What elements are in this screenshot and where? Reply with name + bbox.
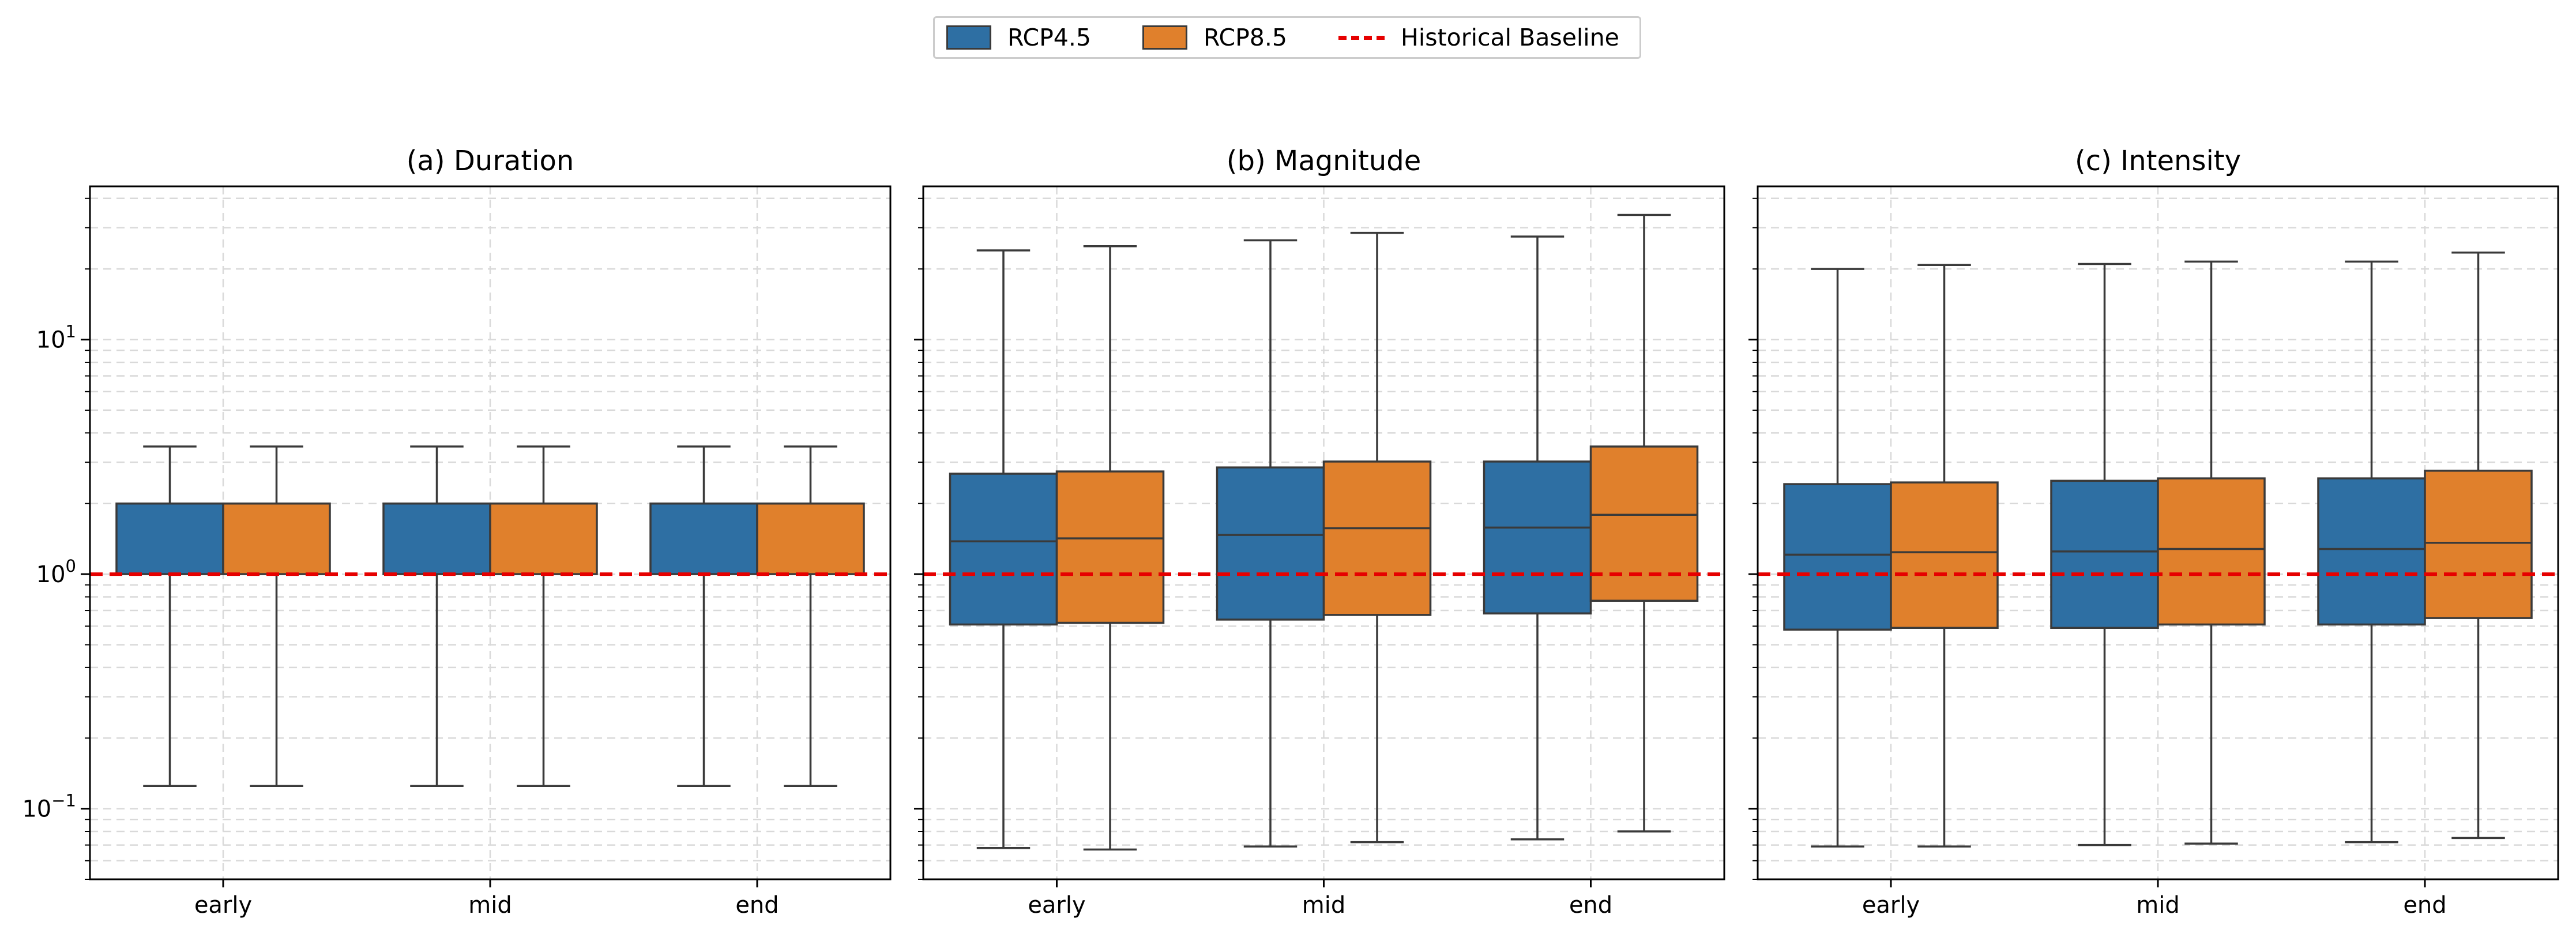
y-tick-label: 100 bbox=[36, 556, 76, 588]
legend-item-rcp85: RCP8.5 bbox=[1142, 18, 1287, 57]
box-body bbox=[649, 502, 758, 575]
box-rcp45-end bbox=[2317, 260, 2426, 844]
box-rcp45-mid bbox=[382, 445, 491, 787]
x-tick-label: end bbox=[1569, 892, 1612, 919]
panel-title: (b) Magnitude bbox=[1227, 145, 1421, 177]
panel-title: (c) Intensity bbox=[2075, 145, 2241, 177]
panel-2: (b) Magnitude early mid end bbox=[914, 145, 1725, 919]
box-rcp85-mid bbox=[1322, 231, 1432, 844]
legend-label-rcp85: RCP8.5 bbox=[1204, 24, 1288, 51]
panel-title: (a) Duration bbox=[407, 145, 574, 177]
legend-swatch-rcp85 bbox=[1142, 25, 1187, 50]
box-rcp85-end bbox=[756, 445, 865, 787]
box-body bbox=[382, 502, 491, 575]
box-rcp85-early bbox=[1890, 264, 1999, 848]
x-tick-label: early bbox=[194, 892, 252, 919]
box-body bbox=[2317, 477, 2426, 626]
box-body bbox=[1322, 460, 1432, 616]
legend-item-baseline: Historical Baseline bbox=[1338, 18, 1619, 57]
box-rcp85-mid bbox=[2157, 260, 2266, 845]
box-rcp85-end bbox=[2424, 251, 2533, 839]
box-body bbox=[115, 502, 224, 575]
legend-label-rcp45: RCP4.5 bbox=[1007, 24, 1092, 51]
box-rcp45-end bbox=[1483, 235, 1592, 841]
box-body bbox=[1483, 460, 1592, 614]
box-rcp45-early bbox=[949, 249, 1058, 849]
x-tick-label: mid bbox=[1302, 892, 1345, 919]
box-body bbox=[222, 502, 331, 575]
box-body bbox=[1890, 481, 1999, 629]
box-body bbox=[756, 502, 865, 575]
box-rcp45-early bbox=[115, 445, 224, 787]
y-tick-label: 10−1 bbox=[22, 791, 76, 823]
legend-label-baseline: Historical Baseline bbox=[1401, 24, 1619, 51]
box-body bbox=[949, 473, 1058, 626]
box-rcp85-early bbox=[1055, 245, 1165, 851]
box-rcp85-early bbox=[222, 445, 331, 787]
panel-3: (c) Intensity early mid end bbox=[1748, 145, 2559, 919]
box-body bbox=[2424, 470, 2533, 619]
box-body bbox=[1216, 466, 1325, 621]
x-tick-label: early bbox=[1028, 892, 1085, 919]
box-body bbox=[1589, 445, 1699, 602]
legend-swatch-rcp45 bbox=[946, 25, 991, 50]
legend: RCP4.5 RCP8.5 Historical Baseline bbox=[933, 16, 1641, 59]
legend-item-rcp45: RCP4.5 bbox=[946, 18, 1091, 57]
box-body bbox=[2050, 479, 2159, 629]
x-tick-label: end bbox=[735, 892, 779, 919]
box-rcp85-mid bbox=[489, 445, 598, 787]
legend-line-baseline bbox=[1338, 35, 1385, 40]
x-tick-label: mid bbox=[468, 892, 512, 919]
x-tick-label: end bbox=[2403, 892, 2446, 919]
x-tick-label: early bbox=[1862, 892, 1920, 919]
box-body bbox=[1783, 483, 1892, 631]
box-body bbox=[1055, 470, 1165, 624]
panel-1: (a) Duration early mid end 10−1 100 101 bbox=[22, 145, 892, 919]
box-rcp45-mid bbox=[1216, 239, 1325, 848]
box-body bbox=[2157, 477, 2266, 626]
y-tick-label: 101 bbox=[36, 322, 76, 354]
box-rcp85-end bbox=[1589, 213, 1699, 833]
box-rcp45-end bbox=[649, 445, 758, 787]
box-rcp45-mid bbox=[2050, 263, 2159, 846]
box-body bbox=[489, 502, 598, 575]
box-rcp45-early bbox=[1783, 268, 1892, 848]
x-tick-label: mid bbox=[2136, 892, 2179, 919]
